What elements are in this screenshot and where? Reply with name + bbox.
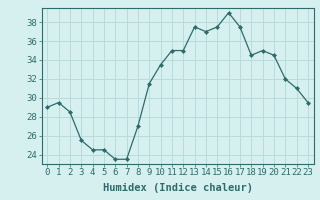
X-axis label: Humidex (Indice chaleur): Humidex (Indice chaleur) <box>103 183 252 193</box>
